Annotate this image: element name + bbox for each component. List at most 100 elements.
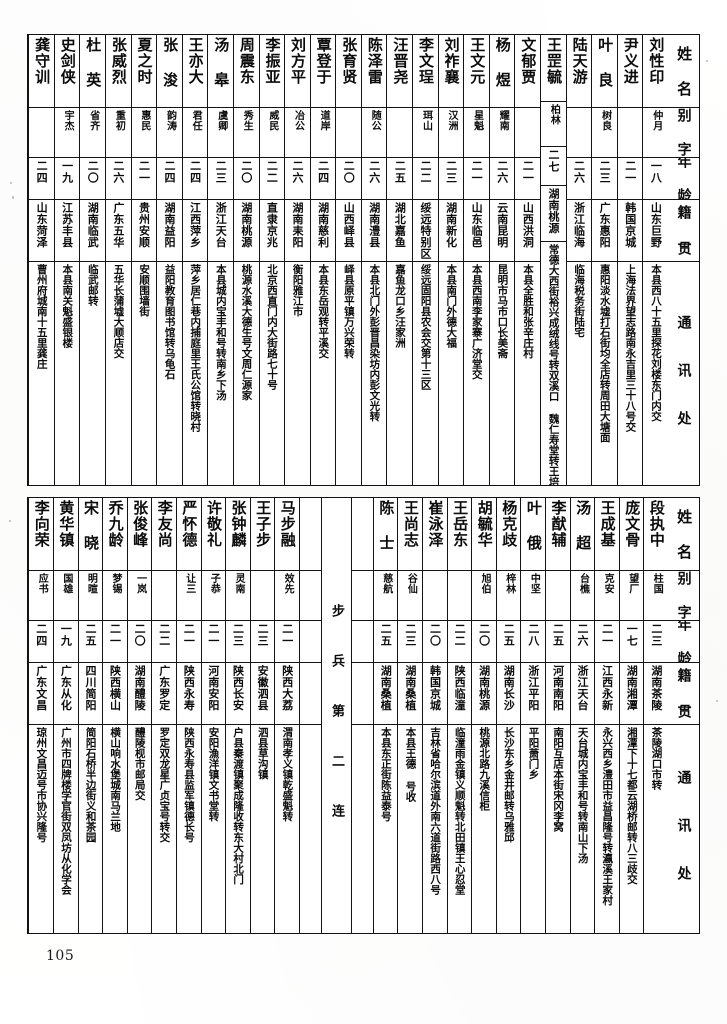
cell-age: 二三 (208, 157, 233, 199)
cell-address: 桃源北路九溪信柜 (472, 724, 496, 933)
cell-origin-text: 江西永新 (600, 665, 614, 711)
cell-age-text: 二〇 (86, 160, 100, 184)
cell-age-text: 二〇 (239, 160, 253, 184)
cell-age: 二〇 (233, 157, 259, 199)
cell-name-text: 覃登于 (314, 37, 333, 85)
legend-address: 通 讯 处 (668, 724, 699, 933)
cell-alias: 重初 (105, 107, 131, 157)
cell-alias (29, 107, 54, 157)
cell-age: 二三 (438, 157, 464, 199)
person-column: 王尚志 谷仙 二三 湖南桑植 本县王德 号收 (397, 498, 423, 933)
cell-name: 张育贤 (336, 35, 361, 107)
cell-origin-text: 湖南桃源 (546, 187, 560, 234)
cell-name: 宋 晓 (79, 498, 103, 570)
cell-name: 许敬礼 (202, 498, 226, 570)
cell-age-text: 二四 (316, 160, 330, 184)
cell-age-text: 二二 (265, 160, 279, 184)
cell-name-text: 严怀德 (180, 500, 199, 548)
cell-name-text: 张俊峰 (131, 500, 150, 548)
cell-alias: 随公 (361, 107, 387, 157)
cell-alias-text: 子恭 (208, 573, 220, 594)
cell-address: 嘉鱼龙口乡汪家洲 (387, 261, 413, 485)
cell-age: 一七 (619, 620, 644, 662)
cell-address-text: 长沙东乡金井邮转乌雅邱 (502, 727, 515, 843)
legend-address-label: 通 讯 处 (675, 770, 692, 889)
cell-name-text: 李文珵 (417, 37, 435, 85)
cell-address: 安阳漁洋镇文书堂转 (201, 724, 226, 933)
cell-origin-text: 山西洪洞 (521, 202, 535, 248)
cell-name-text: 李友尚 (155, 500, 174, 548)
cell-origin-text: 浙江天台 (214, 202, 228, 248)
person-column: 史剑侠 宇杰 一九 江苏丰县 本县南关魁盛银楼 (53, 35, 80, 485)
cell-age: 二〇 (336, 157, 361, 199)
person-column: 张俊峰 一岚 二〇 湖南醴陵 醴陵枧市邮局交 (126, 498, 152, 933)
cell-age: 二四 (310, 157, 336, 199)
cell-alias-text: 克安 (602, 573, 614, 594)
scan-speck (10, 182, 12, 184)
legend-age-label: 年 龄 (675, 157, 692, 199)
cell-address-text: 吉林省哈尔滨道外南六道街路西八号 (429, 727, 442, 895)
person-column: 庞文骨 望厂 一七 湖南湘潭 湘潭下十七都云湖桥邮转八三歧交 (618, 498, 644, 933)
cell-alias-text: 梓林 (503, 573, 515, 594)
cell-age-text: 二五 (83, 623, 97, 647)
cell-alias: 梓林 (496, 570, 521, 620)
cell-origin: 湖南慈利 (310, 199, 336, 261)
person-column: 崔泳泽 二〇 韩国京城 吉林省哈尔滨道外南六道街路西八号 (422, 498, 447, 933)
cell-origin: 湖南湘潭 (619, 662, 644, 724)
cell-age: 二二 (259, 157, 285, 199)
cell-name-text: 张钟麟 (229, 500, 248, 548)
cell-age: 二二 (413, 157, 438, 199)
person-column: 杨克歧 梓林 二五 湖南长沙 长沙东乡金井邮转乌雅邱 (495, 498, 521, 933)
blank-cell (351, 662, 373, 724)
cell-origin-text: 湖南临武 (86, 202, 100, 248)
cell-address: 桃源水溪大德生号文周仁源家 (233, 261, 259, 485)
person-column: 陆天游 二六 浙江临海 临海税务街陆宅 (565, 35, 592, 485)
person-column: 黄华镇 国雄 一九 广东从化 广州市四牌楼学官街双凤坊从化学会 (52, 498, 78, 933)
cell-origin: 四川简阳 (78, 662, 103, 724)
cell-alias (336, 107, 361, 157)
cell-age: 二四 (29, 620, 53, 662)
cell-alias-text: 省齐 (87, 110, 99, 131)
cell-address: 曹州府城南十五里龚庄 (29, 261, 54, 485)
person-column: 王罡毓 柏林 二七 湖南桃源 常德大西街裕兴成绒线号转双溪口 魏仁寿堂转王培元堂 (540, 35, 566, 485)
cell-origin-text: 湖南茶陵 (649, 665, 663, 711)
cell-age-text: 二一 (470, 160, 484, 184)
cell-alias: 让三 (176, 570, 201, 620)
cell-address-text: 本县城内宝丰和号转南乡下汤 (214, 264, 227, 401)
person-column: 张威烈 重初 二六 广东五华 五华长蒲墟大顺店交 (104, 35, 131, 485)
cell-alias-text: 旭伯 (479, 573, 491, 594)
cell-origin: 韩国京城 (423, 662, 447, 724)
person-column: 周震东 秀生 二〇 湖南桃源 桃源水溪大德生号文周仁源家 (232, 35, 259, 485)
section-title-text: 步 兵 第 二 连 (329, 604, 344, 828)
person-column: 杨 煜耀南 二六 云南昆明 昆明市马市口长美斋 (488, 35, 515, 485)
cell-alias-text: 明暄 (85, 573, 97, 594)
cell-name-text: 汤 超 (574, 500, 593, 551)
cell-age: 二五 (496, 620, 521, 662)
cell-name-text: 乔九龄 (106, 500, 125, 548)
cell-name: 张威烈 (106, 35, 131, 107)
person-column: 刘方平 冶公 二六 湖南耒阳 衡阳雅江市 (284, 35, 310, 485)
cell-address-text: 本县全胜和张辛庄村 (521, 264, 534, 359)
cell-name-text: 李猷辅 (549, 500, 568, 548)
cell-age-text: 二〇 (428, 623, 442, 647)
cell-origin: 湖南桃源 (472, 662, 496, 724)
page-number: 105 (46, 948, 75, 964)
cell-age: 二三 (250, 620, 275, 662)
blank-cell (299, 724, 321, 933)
cell-alias-text: 国雄 (60, 573, 72, 594)
cell-origin-text: 韩国京城 (428, 665, 442, 711)
cell-origin-text: 广东惠阳 (598, 202, 612, 248)
cell-name-text: 段执中 (647, 500, 666, 548)
cell-name-text: 陈泽雷 (365, 37, 384, 85)
cell-address: 渭南孝义镇乾盛魁转 (275, 724, 299, 933)
cell-age-text: 二七 (546, 149, 560, 174)
person-column: 汪晋尧 二五 湖北嘉鱼 嘉鱼龙口乡汪家洲 (386, 35, 413, 485)
cell-age: 一九 (54, 157, 80, 199)
cell-age-text: 二五 (393, 160, 407, 184)
cell-origin: 湖南临武 (80, 199, 105, 261)
cell-age-text: 一八 (649, 160, 663, 184)
cell-alias-text: 汉洲 (446, 110, 458, 131)
cell-origin-text: 湖北嘉鱼 (393, 202, 407, 248)
cell-name-text: 李振亚 (263, 37, 282, 85)
cell-alias: 应书 (29, 570, 53, 620)
